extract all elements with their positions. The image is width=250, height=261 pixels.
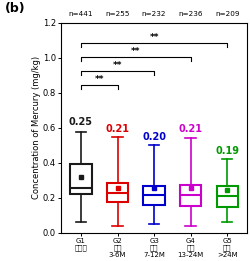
Text: **: ** bbox=[113, 61, 122, 70]
Text: 0.21: 0.21 bbox=[178, 124, 203, 134]
Text: 0.20: 0.20 bbox=[142, 132, 166, 142]
Text: **: ** bbox=[149, 33, 159, 42]
Text: **: ** bbox=[131, 47, 140, 56]
Text: 0.19: 0.19 bbox=[215, 146, 239, 156]
Text: n=209: n=209 bbox=[215, 11, 240, 17]
Text: 0.25: 0.25 bbox=[69, 117, 93, 127]
Text: (b): (b) bbox=[5, 2, 26, 15]
PathPatch shape bbox=[216, 186, 238, 207]
PathPatch shape bbox=[180, 185, 201, 206]
Text: n=232: n=232 bbox=[142, 11, 166, 17]
Text: n=441: n=441 bbox=[69, 11, 93, 17]
PathPatch shape bbox=[70, 164, 92, 194]
Text: n=255: n=255 bbox=[105, 11, 130, 17]
Y-axis label: Concentration of Mercury (mg/kg): Concentration of Mercury (mg/kg) bbox=[32, 56, 42, 199]
PathPatch shape bbox=[144, 186, 165, 205]
Text: **: ** bbox=[94, 75, 104, 84]
Text: n=236: n=236 bbox=[178, 11, 203, 17]
PathPatch shape bbox=[107, 183, 128, 202]
Text: 0.21: 0.21 bbox=[106, 124, 130, 134]
